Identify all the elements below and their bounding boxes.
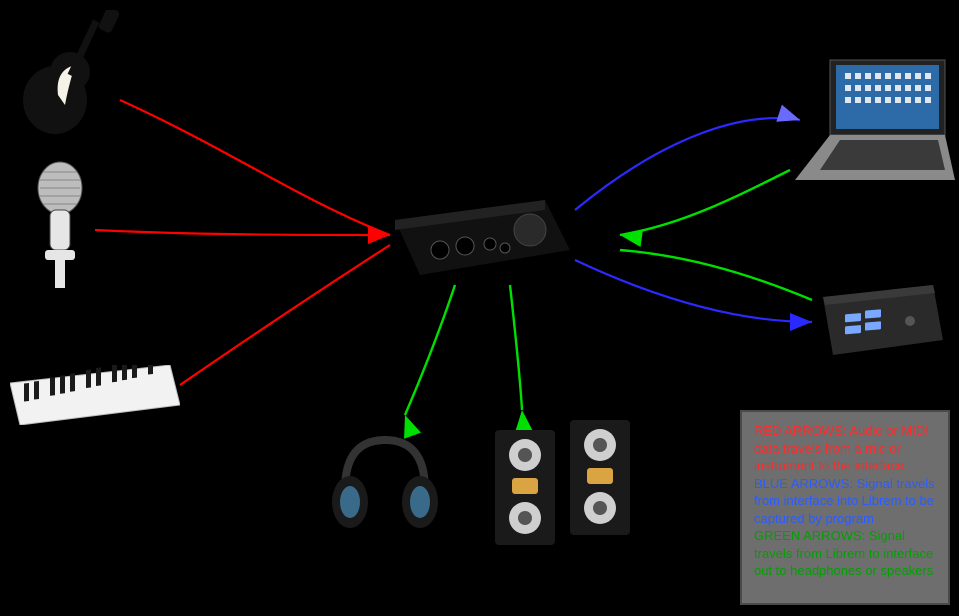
blue-arrows xyxy=(575,105,812,331)
arrow-guitar-to-interface xyxy=(120,100,390,235)
legend-red: RED ARROWS: Audio or MIDI data travels f… xyxy=(754,422,936,475)
mini-pc-icon xyxy=(815,285,945,360)
arrow-interface-to-headphones xyxy=(405,285,455,415)
laptop-icon xyxy=(790,55,955,185)
arrow-minipc-to-interface xyxy=(620,250,812,300)
green-arrowhead-into-interface xyxy=(619,226,643,247)
midi-keyboard-icon xyxy=(10,365,180,425)
arrow-interface-to-minipc xyxy=(575,260,812,322)
arrow-laptop-to-interface xyxy=(620,170,790,235)
speakers-icon xyxy=(490,420,640,550)
microphone-icon xyxy=(25,160,95,290)
legend-green: GREEN ARROWS: Signal travels from Librem… xyxy=(754,527,936,580)
red-arrows xyxy=(95,100,390,385)
guitar-icon xyxy=(10,10,130,140)
arrow-interface-to-laptop xyxy=(575,118,800,210)
diagram-stage: RED ARROWS: Audio or MIDI data travels f… xyxy=(0,0,959,616)
audio-interface-icon xyxy=(395,200,570,280)
red-arrowhead xyxy=(368,226,390,244)
arrow-interface-to-speakers xyxy=(510,285,522,410)
legend-box: RED ARROWS: Audio or MIDI data travels f… xyxy=(740,410,950,605)
arrow-mic-to-interface xyxy=(95,230,390,235)
arrow-keyboard-to-interface xyxy=(180,245,390,385)
legend-blue: BLUE ARROWS: Signal travels from interfa… xyxy=(754,475,936,528)
headphones-icon xyxy=(320,430,450,540)
blue-arrowhead-minipc xyxy=(790,313,812,331)
